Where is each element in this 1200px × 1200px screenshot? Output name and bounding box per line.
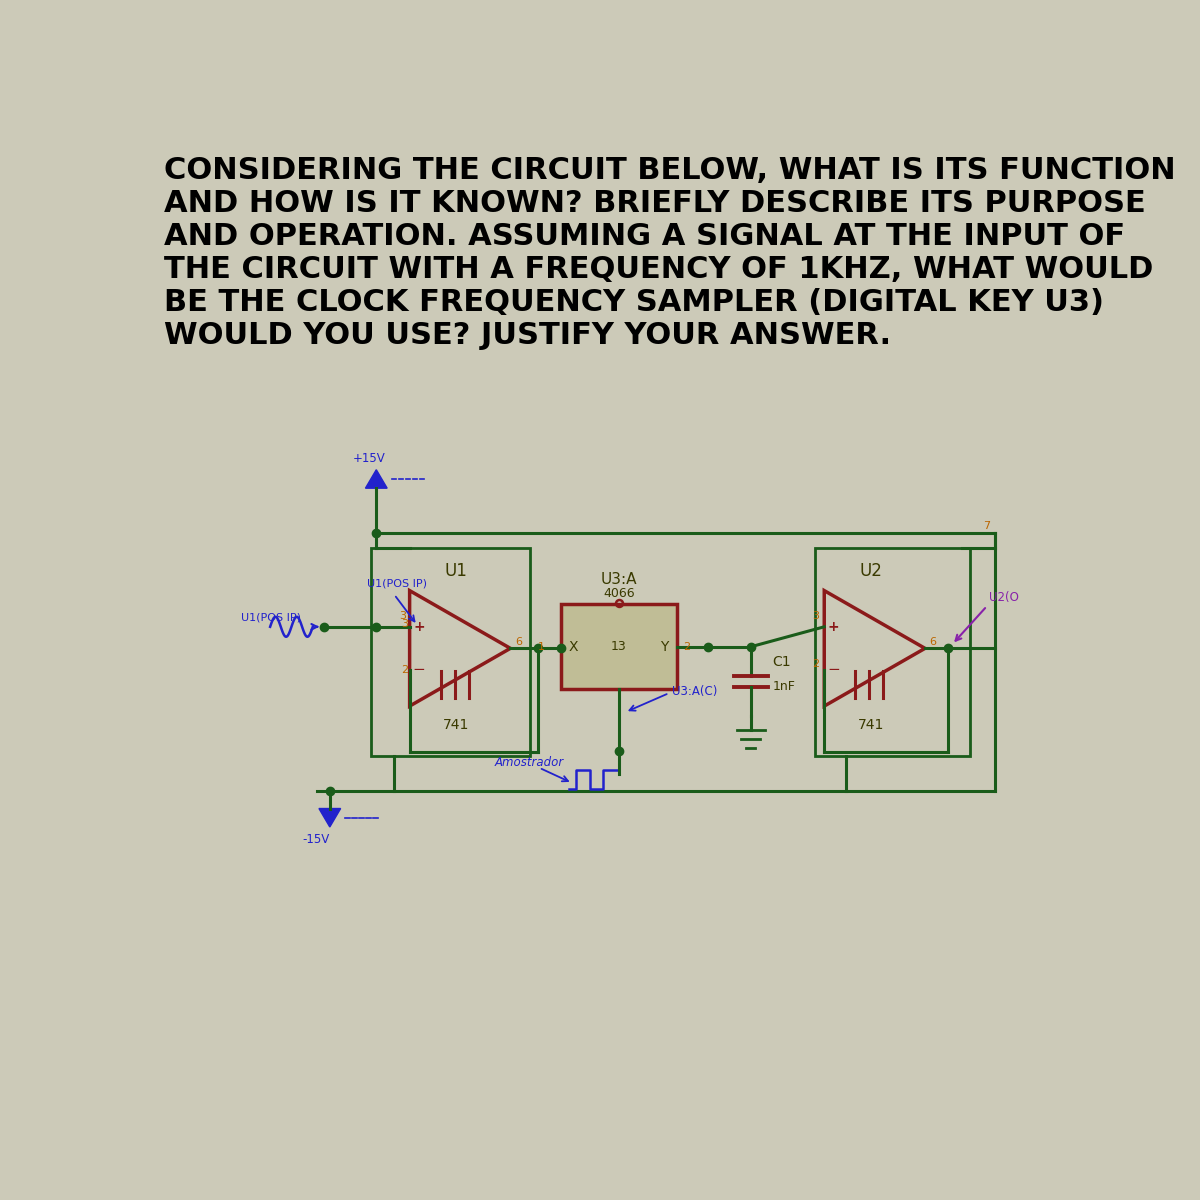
Bar (815, 548, 970, 756)
Text: U2(O: U2(O (989, 590, 1019, 604)
Text: −: − (827, 662, 840, 678)
Text: U3:A(C): U3:A(C) (672, 685, 716, 698)
Text: U2: U2 (859, 563, 882, 581)
Text: 2: 2 (401, 665, 408, 674)
Text: U3:A: U3:A (601, 572, 637, 587)
Text: +: + (413, 619, 425, 634)
Polygon shape (319, 809, 341, 827)
Text: 3: 3 (812, 611, 820, 622)
Text: U1(POS IP): U1(POS IP) (367, 578, 427, 588)
Text: U1: U1 (445, 563, 468, 581)
Text: 3: 3 (401, 619, 408, 629)
Polygon shape (366, 469, 388, 488)
Text: −: − (413, 662, 425, 678)
Text: +15V: +15V (353, 452, 386, 466)
Text: 6: 6 (515, 637, 522, 647)
Text: CONSIDERING THE CIRCUIT BELOW, WHAT IS ITS FUNCTION
AND HOW IS IT KNOWN? BRIEFLY: CONSIDERING THE CIRCUIT BELOW, WHAT IS I… (164, 156, 1176, 350)
Text: 741: 741 (443, 719, 469, 732)
Bar (371, 548, 529, 756)
Text: C1: C1 (773, 655, 791, 670)
Text: 1nF: 1nF (773, 680, 796, 694)
Text: +: + (828, 619, 839, 634)
Bar (560, 605, 677, 689)
Polygon shape (409, 590, 510, 706)
Text: U1(POS IP): U1(POS IP) (241, 613, 301, 623)
Text: 7: 7 (983, 521, 990, 530)
Text: 741: 741 (858, 719, 884, 732)
Text: -15V: -15V (302, 833, 330, 846)
Text: 2: 2 (683, 642, 690, 652)
Text: Amostrador: Amostrador (494, 756, 564, 769)
Polygon shape (824, 590, 925, 706)
Text: Y: Y (660, 640, 668, 654)
Text: 1: 1 (539, 642, 545, 652)
Text: 6: 6 (930, 637, 937, 647)
Text: X: X (569, 640, 578, 654)
Text: 13: 13 (611, 641, 626, 653)
Text: 3: 3 (398, 611, 406, 622)
Text: 4066: 4066 (604, 587, 635, 600)
Text: 2: 2 (812, 659, 820, 668)
